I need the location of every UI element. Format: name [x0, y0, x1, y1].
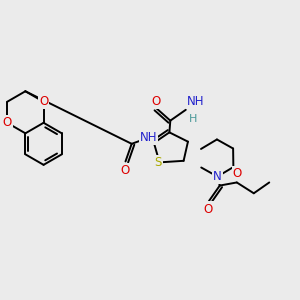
Text: N: N: [213, 170, 222, 183]
Text: NH: NH: [187, 95, 205, 108]
Text: O: O: [121, 164, 130, 177]
Text: H: H: [188, 113, 197, 124]
Text: O: O: [204, 202, 213, 216]
Text: S: S: [154, 156, 162, 169]
Text: O: O: [39, 95, 48, 108]
Text: NH: NH: [140, 131, 158, 144]
Text: O: O: [233, 167, 242, 180]
Text: O: O: [152, 94, 161, 108]
Text: O: O: [2, 116, 12, 129]
